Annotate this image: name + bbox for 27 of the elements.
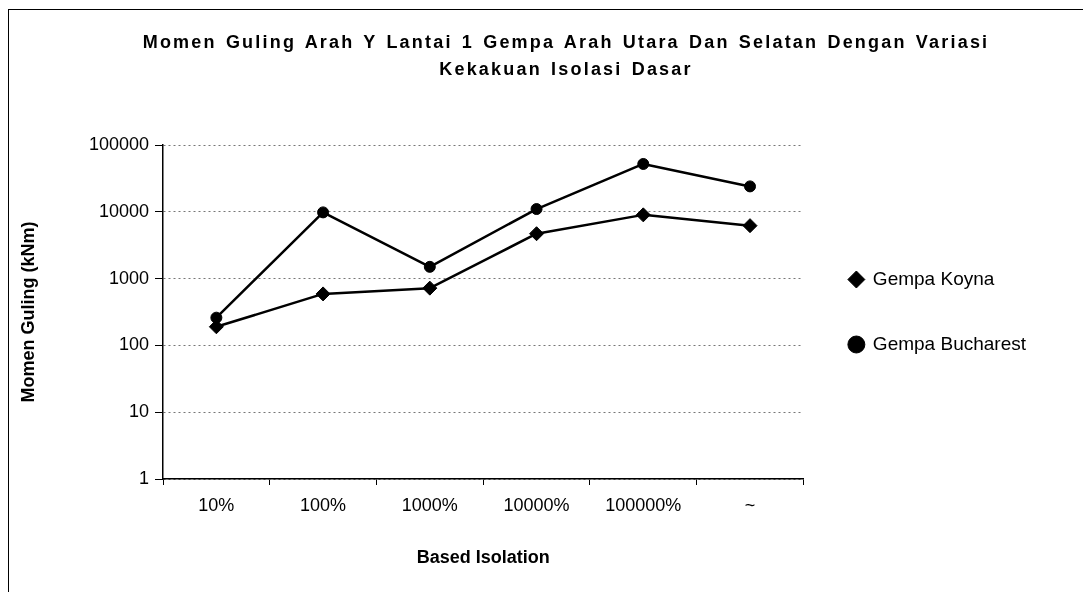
chart-title: Momen Guling Arah Y Lantai 1 Gempa Arah Utara Dan Selatan Dengan Variasi Kekakuan Isolasi Dasar <box>141 31 991 81</box>
y-tick-label: 10 <box>128 401 149 422</box>
point <box>635 207 651 223</box>
x-tick-label: ~ <box>744 494 756 515</box>
y-tick-label: 10000 <box>98 200 149 221</box>
point <box>744 180 756 193</box>
legend-label: Gempa Bucharest <box>872 332 1027 354</box>
point <box>423 260 436 273</box>
point <box>529 226 545 242</box>
y-tick-label: 1000 <box>108 267 149 288</box>
x-tick-label: 100% <box>300 494 347 515</box>
y-tick-label: 100000 <box>88 133 149 154</box>
y-tick-label: 100 <box>118 334 149 355</box>
y-axis-title: Momen Guling (kNm) <box>17 221 38 403</box>
y-tick-label: 1 <box>138 467 149 488</box>
point <box>742 218 758 234</box>
x-axis-title: Based Isolation <box>416 547 550 568</box>
point <box>315 286 331 302</box>
point <box>637 157 650 170</box>
x-tick-label: 1000% <box>401 494 458 515</box>
point <box>317 206 330 219</box>
point <box>422 280 438 296</box>
x-tick-label: 10000% <box>503 494 570 515</box>
x-tick-label: 10% <box>198 494 235 515</box>
point <box>530 203 543 216</box>
x-tick-label: 100000% <box>605 494 682 515</box>
legend-label: Gempa Koyna <box>872 267 995 289</box>
